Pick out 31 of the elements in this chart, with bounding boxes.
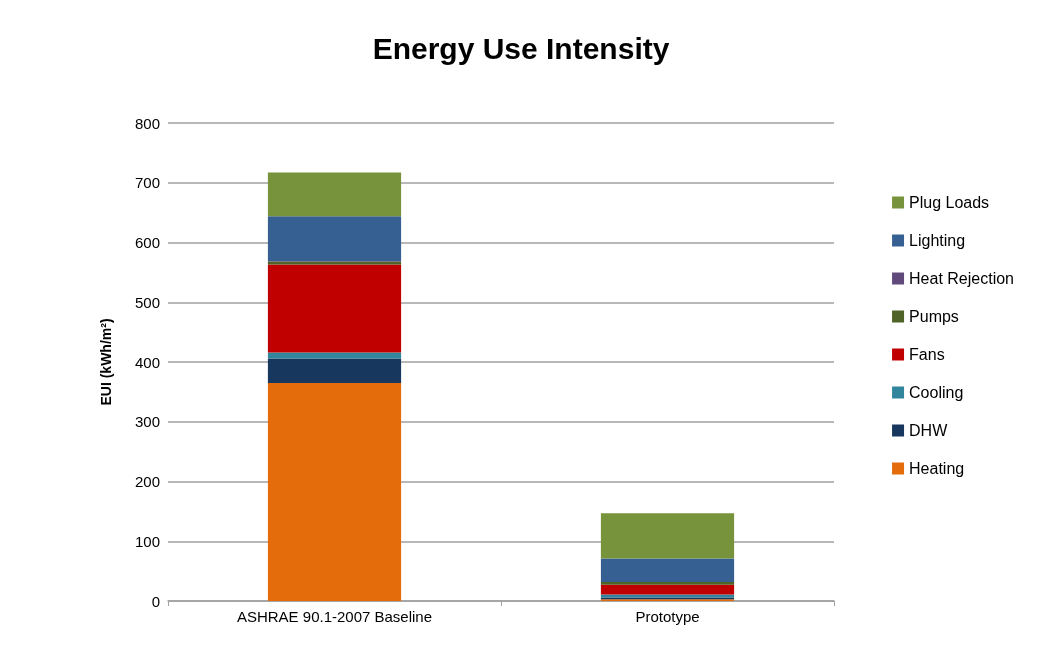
bar	[267, 264, 402, 353]
bar	[600, 584, 735, 595]
legend-label: Fans	[909, 346, 945, 363]
bar	[267, 382, 402, 601]
legend-label: Heating	[909, 460, 965, 477]
bar	[267, 358, 402, 383]
bar	[267, 172, 402, 217]
chart-title: Energy Use Intensity	[372, 31, 670, 65]
legend-label: Lighting	[909, 232, 966, 249]
legend-label: Cooling	[909, 384, 964, 401]
y-tick-label: 200	[134, 473, 160, 490]
y-axis-title: EUI (kWh/m²)	[98, 318, 114, 406]
bar	[600, 581, 735, 585]
y-tick-label: 100	[134, 532, 160, 550]
bar	[600, 558, 735, 582]
x-tick-label: ASHRAE 90.1-2007 Baseline	[236, 608, 433, 625]
bar	[600, 513, 735, 559]
bar	[267, 216, 402, 262]
y-tick-label: 500	[134, 293, 160, 311]
y-tick-label: 400	[134, 353, 160, 371]
y-tick-label: 800	[134, 114, 160, 132]
legend-label: Heat Rejection	[909, 270, 1015, 287]
bar	[267, 352, 402, 359]
y-tick-label: 600	[134, 234, 160, 251]
legend-label: DHW	[909, 422, 949, 439]
legend-label: Pumps	[909, 308, 959, 325]
y-tick-label: 0	[151, 592, 160, 610]
y-tick-label: 700	[134, 174, 160, 192]
x-tick-label: Prototype	[635, 608, 700, 625]
y-tick-label: 300	[134, 413, 160, 431]
legend-label: Plug Loads	[909, 194, 990, 211]
